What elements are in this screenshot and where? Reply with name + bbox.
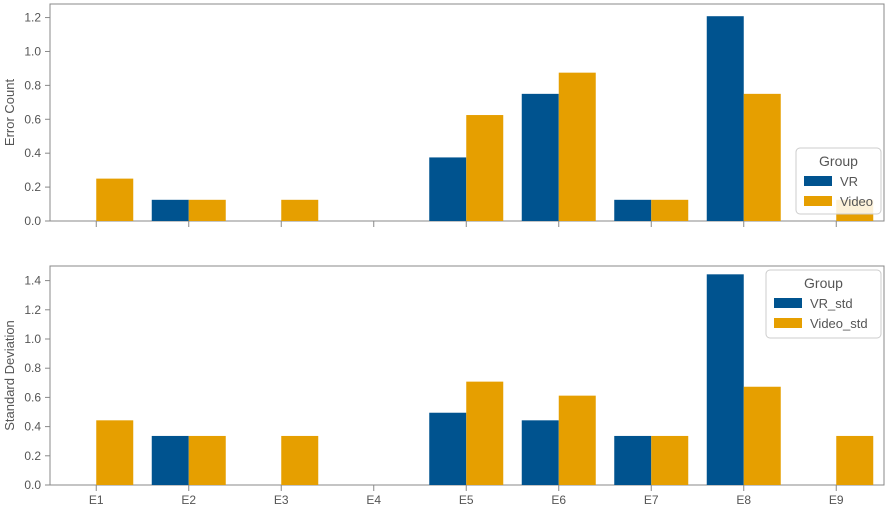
y-tick-label: 1.0 xyxy=(24,44,41,58)
legend: Group VR_std Video_std xyxy=(765,269,882,339)
bar-video-e8 xyxy=(743,93,781,221)
legend-label: VR_std xyxy=(810,296,853,311)
y-tick-label: 1.4 xyxy=(24,274,41,288)
x-tick-label: E2 xyxy=(181,493,196,507)
legend-swatch xyxy=(774,298,802,308)
bar-vr-std-e6 xyxy=(521,420,559,485)
y-tick-label: 1.2 xyxy=(24,303,41,317)
bar-video-std-e1 xyxy=(96,420,134,485)
x-tick-label: E4 xyxy=(366,493,381,507)
y-tick-label: 0.2 xyxy=(24,449,41,463)
bar-vr-e6 xyxy=(521,93,559,221)
chart-panel-2: 0.0 0.2 0.4 0.6 0.8 1.0 1.2 1.4 Standard Deviati… xyxy=(2,265,885,507)
bar-vr-std-e5 xyxy=(429,412,467,485)
y-tick-label: 0.8 xyxy=(24,78,41,92)
bar-video-std-e8 xyxy=(743,386,781,485)
bar-video-std-e2 xyxy=(188,435,226,485)
y-tick-label: 0.8 xyxy=(24,361,41,375)
y-tick-label: 0.6 xyxy=(24,112,41,126)
bar-vr-std-e8 xyxy=(706,274,744,485)
bar-vr-std-e2 xyxy=(151,435,189,485)
bar-vr-std-e7 xyxy=(614,435,652,485)
y-tick-label: 0.0 xyxy=(24,214,41,228)
bar-vr-e8 xyxy=(706,16,744,221)
bar-video-std-e3 xyxy=(281,435,319,485)
legend-label: Video_std xyxy=(810,316,868,331)
x-tick-label: E8 xyxy=(736,493,751,507)
legend-swatch xyxy=(804,176,832,186)
bar-video-e7 xyxy=(651,199,689,221)
bar-video-std-e7 xyxy=(651,435,689,485)
legend-title: Group xyxy=(804,275,843,291)
bar-video-e2 xyxy=(188,199,226,221)
x-tick-label: E5 xyxy=(459,493,474,507)
legend-label: Video xyxy=(840,194,873,209)
y-tick-label: 0.6 xyxy=(24,390,41,404)
y-tick-label: 0.2 xyxy=(24,180,41,194)
bar-vr-e5 xyxy=(429,157,467,221)
legend-label: VR xyxy=(840,174,858,189)
bar-video-std-e6 xyxy=(558,395,596,485)
legend-swatch xyxy=(804,196,832,206)
y-tick-label: 0.0 xyxy=(24,478,41,492)
bar-video-std-e9 xyxy=(836,435,874,485)
y-tick-label: 0.4 xyxy=(24,420,41,434)
bar-video-e1 xyxy=(96,178,134,221)
x-tick-label: E7 xyxy=(644,493,659,507)
x-tick-label: E3 xyxy=(274,493,289,507)
bar-vr-e2 xyxy=(151,199,189,221)
y-tick-label: 1.0 xyxy=(24,332,41,346)
legend-title: Group xyxy=(819,153,858,169)
y-tick-label: 0.4 xyxy=(24,146,41,160)
legend: Group VR Video xyxy=(795,147,882,215)
bar-video-e5 xyxy=(466,115,504,221)
bar-video-e3 xyxy=(281,199,319,221)
y-axis-label: Error Count xyxy=(2,79,17,147)
x-tick-label: E1 xyxy=(89,493,104,507)
legend-swatch xyxy=(774,318,802,328)
x-tick-label: E6 xyxy=(551,493,566,507)
bar-video-e6 xyxy=(558,72,596,221)
bar-vr-e7 xyxy=(614,199,652,221)
bar-video-std-e5 xyxy=(466,381,504,485)
chart-panel-1: 0.0 0.2 0.4 0.6 0.8 1.0 1.2 Error Count Group VR V… xyxy=(2,3,885,228)
y-axis-label: Standard Deviation xyxy=(2,320,17,431)
y-tick-label: 1.2 xyxy=(24,11,41,25)
x-tick-label: E9 xyxy=(829,493,844,507)
